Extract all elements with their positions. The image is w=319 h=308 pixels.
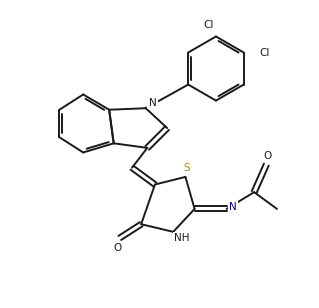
Text: O: O — [113, 243, 122, 253]
Text: N: N — [229, 202, 237, 213]
Text: N: N — [149, 98, 156, 108]
Text: Cl: Cl — [203, 20, 213, 30]
Text: O: O — [264, 151, 272, 161]
Text: S: S — [184, 163, 190, 173]
Text: Cl: Cl — [259, 47, 269, 58]
Text: NH: NH — [174, 233, 189, 243]
